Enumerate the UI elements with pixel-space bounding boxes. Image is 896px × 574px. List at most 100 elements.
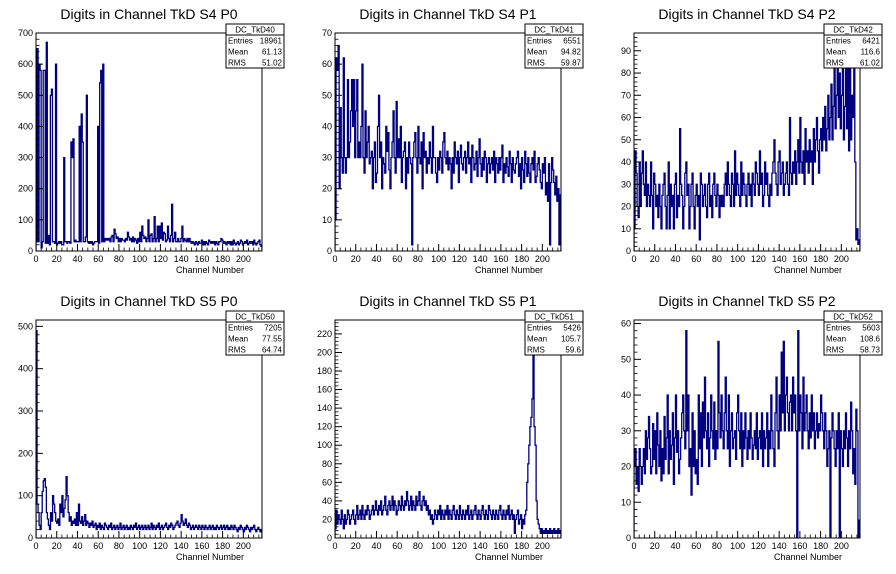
x-axis-title: Channel Number — [475, 265, 543, 275]
stats-box — [225, 23, 285, 69]
stats-value-rms: 58.73 — [860, 346, 881, 355]
x-tick-label: 40 — [670, 254, 680, 264]
chart-svg-tkd-s4-p0: Digits in Channel TkD S4 P0 0 20 40 60 80 100 1… — [18, 6, 285, 275]
stats-label-rms: RMS — [228, 59, 246, 68]
y-tick-label: 20 — [621, 202, 631, 212]
y-tick-label: 220 — [317, 329, 332, 339]
x-tick-label: 180 — [514, 541, 529, 551]
x-tick-label: 200 — [535, 541, 550, 551]
y-tick-label: 0 — [626, 246, 631, 256]
x-tick-label: 160 — [493, 254, 508, 264]
stats-box — [823, 23, 883, 69]
y-tick-label: 90 — [621, 46, 631, 56]
x-tick-label: 140 — [473, 541, 488, 551]
stats-value-entries: 7205 — [264, 324, 282, 333]
chart-title: Digits in Channel TkD S4 P2 — [658, 6, 835, 22]
x-tick-label: 60 — [691, 541, 701, 551]
y-tick-label: 40 — [621, 390, 631, 400]
x-tick-label: 180 — [215, 541, 230, 551]
x-axis-title: Channel Number — [176, 265, 244, 275]
x-tick-label: 200 — [535, 254, 550, 264]
x-tick-label: 80 — [413, 254, 423, 264]
x-tick-label: 80 — [413, 541, 423, 551]
plot-frame — [633, 319, 861, 539]
stats-box — [524, 310, 584, 356]
x-tick-label: 200 — [236, 254, 251, 264]
x-tick-label: 100 — [730, 254, 745, 264]
x-axis-title: Channel Number — [176, 552, 244, 562]
stats-value-rms: 59.6 — [565, 346, 581, 355]
y-tick-label: 10 — [621, 497, 631, 507]
y-tick-label: 500 — [18, 90, 33, 100]
x-tick-label: 120 — [452, 254, 467, 264]
x-tick-label: 100 — [730, 541, 745, 551]
x-tick-label: 0 — [631, 541, 636, 551]
histogram-series — [634, 39, 860, 251]
chart-svg-tkd-s5-p0: Digits in Channel TkD S5 P0 0 20 40 60 80 100 1… — [18, 293, 285, 562]
chart-svg-tkd-s5-p2: Digits in Channel TkD S5 P20 20 40 60 80 100 1… — [621, 293, 883, 562]
stats-label-rms: RMS — [527, 59, 545, 68]
x-tick-label: 180 — [813, 541, 828, 551]
y-tick-label: 60 — [322, 477, 332, 487]
plot-frame — [633, 32, 861, 252]
stats-value-rms: 64.74 — [262, 346, 283, 355]
chart-title: Digits in Channel TkD S5 P1 — [359, 293, 536, 309]
histogram-series — [335, 342, 561, 538]
y-tick-label: 30 — [621, 179, 631, 189]
x-tick-label: 40 — [371, 254, 381, 264]
x-tick-label: 60 — [392, 254, 402, 264]
x-tick-label: 80 — [114, 254, 124, 264]
y-tick-label: 200 — [18, 184, 33, 194]
y-tick-label: 70 — [322, 28, 332, 38]
y-tick-label: 0 — [327, 246, 332, 256]
plot-frame — [35, 32, 263, 252]
x-tick-label: 0 — [332, 541, 337, 551]
stats-label-entries: Entries — [826, 37, 851, 46]
stats-value-entries: 6551 — [563, 37, 581, 46]
x-tick-label: 20 — [351, 254, 361, 264]
stats-value-entries: 18961 — [260, 37, 283, 46]
x-tick-label: 200 — [834, 541, 849, 551]
y-tick-label: 400 — [18, 121, 33, 131]
chart-title: Digits in Channel TkD S5 P2 — [658, 293, 835, 309]
y-tick-label: 60 — [621, 319, 631, 329]
x-tick-label: 80 — [114, 541, 124, 551]
chart-title: Digits in Channel TkD S4 P0 — [60, 6, 237, 22]
y-tick-label: 100 — [18, 215, 33, 225]
plot-frame — [334, 32, 562, 252]
x-tick-label: 40 — [670, 541, 680, 551]
y-tick-label: 60 — [621, 113, 631, 123]
y-tick-label: 500 — [18, 321, 33, 331]
stats-value-mean: 94.82 — [561, 48, 582, 57]
stats-label-entries: Entries — [527, 324, 552, 333]
x-tick-label: 40 — [72, 541, 82, 551]
stats-label-entries: Entries — [826, 324, 851, 333]
x-tick-label: 200 — [834, 254, 849, 264]
y-tick-label: 120 — [317, 422, 332, 432]
y-tick-label: 0 — [28, 533, 33, 543]
x-tick-label: 120 — [153, 254, 168, 264]
stats-box — [524, 23, 584, 69]
stats-value-entries: 5603 — [862, 324, 880, 333]
chart-svg-tkd-s5-p1: Digits in Channel TkD S5 P1 0 20 40 60 80 100 1… — [317, 293, 584, 562]
stats-label-mean: Mean — [826, 48, 846, 57]
x-tick-label: 140 — [174, 541, 189, 551]
x-tick-label: 60 — [93, 254, 103, 264]
x-tick-label: 0 — [332, 254, 337, 264]
y-tick-label: 20 — [322, 514, 332, 524]
y-tick-label: 600 — [18, 59, 33, 69]
x-tick-label: 20 — [351, 541, 361, 551]
stats-value-entries: 6421 — [862, 37, 880, 46]
stats-name: DC_TkD51 — [534, 313, 574, 322]
x-tick-label: 20 — [52, 541, 62, 551]
y-tick-label: 70 — [621, 90, 631, 100]
histogram-series — [36, 329, 262, 538]
y-tick-label: 300 — [18, 406, 33, 416]
stats-label-mean: Mean — [826, 335, 846, 344]
x-tick-label: 0 — [631, 254, 636, 264]
y-tick-label: 700 — [18, 28, 33, 38]
y-tick-label: 140 — [317, 403, 332, 413]
y-tick-label: 180 — [317, 366, 332, 376]
pad-tkd-s4-p2: Digits in Channel TkD S4 P2 0 20 40 60 80 100 1… — [598, 0, 896, 287]
